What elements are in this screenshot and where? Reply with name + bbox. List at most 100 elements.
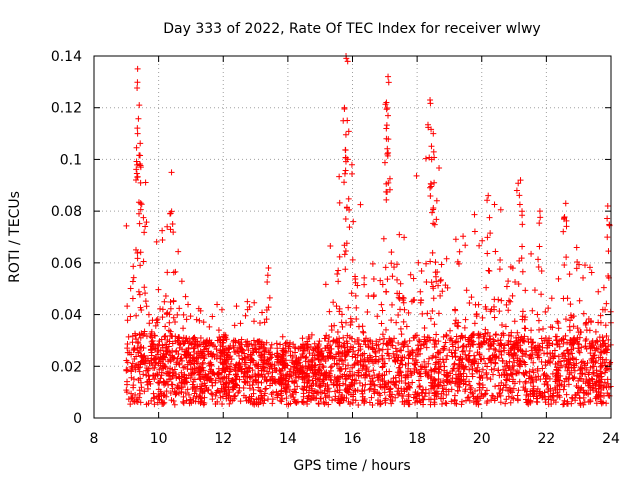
data-point xyxy=(131,398,138,405)
data-point xyxy=(209,391,216,398)
data-point xyxy=(264,272,271,279)
data-point xyxy=(175,248,182,255)
data-point xyxy=(532,346,539,353)
data-point xyxy=(383,196,390,203)
data-point xyxy=(249,382,256,389)
data-point xyxy=(468,361,475,368)
data-point xyxy=(257,319,264,326)
data-point xyxy=(388,400,395,407)
data-point xyxy=(604,202,611,209)
data-point xyxy=(128,374,135,381)
data-point xyxy=(261,319,268,326)
data-point xyxy=(442,339,449,346)
data-point xyxy=(282,350,289,357)
data-point xyxy=(209,313,216,320)
data-point xyxy=(542,359,549,366)
data-point xyxy=(328,353,335,360)
data-point xyxy=(476,351,483,358)
data-point xyxy=(514,329,521,336)
data-point xyxy=(486,214,493,221)
data-point xyxy=(170,298,177,305)
data-point xyxy=(431,383,438,390)
data-point xyxy=(405,368,412,375)
data-point xyxy=(258,392,265,399)
data-point xyxy=(427,100,434,107)
data-point xyxy=(336,386,343,393)
data-point xyxy=(193,316,200,323)
data-point xyxy=(134,161,141,168)
data-point xyxy=(125,333,132,340)
data-point xyxy=(155,379,162,386)
data-point xyxy=(389,273,396,280)
data-point xyxy=(483,371,490,378)
data-point xyxy=(163,341,170,348)
data-point xyxy=(306,350,313,357)
data-point xyxy=(268,361,275,368)
data-point xyxy=(143,364,150,371)
data-point xyxy=(153,238,160,245)
data-point xyxy=(567,317,574,324)
data-point xyxy=(534,352,541,359)
data-point xyxy=(313,389,320,396)
data-point xyxy=(134,249,141,256)
data-point xyxy=(265,304,272,311)
data-point xyxy=(146,376,153,383)
data-point xyxy=(141,284,148,291)
data-point xyxy=(223,379,230,386)
data-point xyxy=(448,398,455,405)
data-point xyxy=(336,308,343,315)
data-point xyxy=(564,295,571,302)
data-point xyxy=(505,349,512,356)
data-point xyxy=(413,172,420,179)
data-point xyxy=(587,364,594,371)
data-point xyxy=(208,362,215,369)
data-point xyxy=(222,332,229,339)
data-point xyxy=(492,248,499,255)
data-point xyxy=(452,320,459,327)
data-point xyxy=(180,400,187,407)
data-point xyxy=(294,398,301,405)
data-point xyxy=(339,323,346,330)
data-point xyxy=(342,158,349,165)
data-point xyxy=(290,341,297,348)
data-point xyxy=(382,326,389,333)
data-point xyxy=(363,364,370,371)
data-point xyxy=(430,205,437,212)
data-point xyxy=(529,366,536,373)
data-point xyxy=(307,397,314,404)
data-point xyxy=(193,393,200,400)
data-point xyxy=(469,390,476,397)
data-point xyxy=(161,333,168,340)
data-point xyxy=(469,365,476,372)
data-point xyxy=(598,343,605,350)
data-point xyxy=(336,365,343,372)
data-point xyxy=(240,373,247,380)
data-point xyxy=(562,200,569,207)
data-point xyxy=(549,324,556,331)
data-point xyxy=(392,381,399,388)
data-point xyxy=(396,290,403,297)
data-point xyxy=(510,385,517,392)
data-point xyxy=(337,356,344,363)
data-point xyxy=(133,176,140,183)
data-point xyxy=(180,325,187,332)
data-point xyxy=(267,345,274,352)
data-point xyxy=(563,400,570,407)
data-point xyxy=(164,269,171,276)
data-point xyxy=(398,357,405,364)
data-point xyxy=(431,321,438,328)
data-point xyxy=(434,269,441,276)
data-point xyxy=(354,336,361,343)
data-point xyxy=(456,384,463,391)
data-point xyxy=(454,258,461,265)
y-tick-label: 0.02 xyxy=(51,359,82,375)
data-point xyxy=(565,381,572,388)
data-point xyxy=(380,235,387,242)
data-point xyxy=(337,366,344,373)
data-point xyxy=(196,352,203,359)
data-point xyxy=(237,398,244,405)
data-point xyxy=(277,341,284,348)
data-point xyxy=(318,389,325,396)
data-point xyxy=(563,223,570,230)
